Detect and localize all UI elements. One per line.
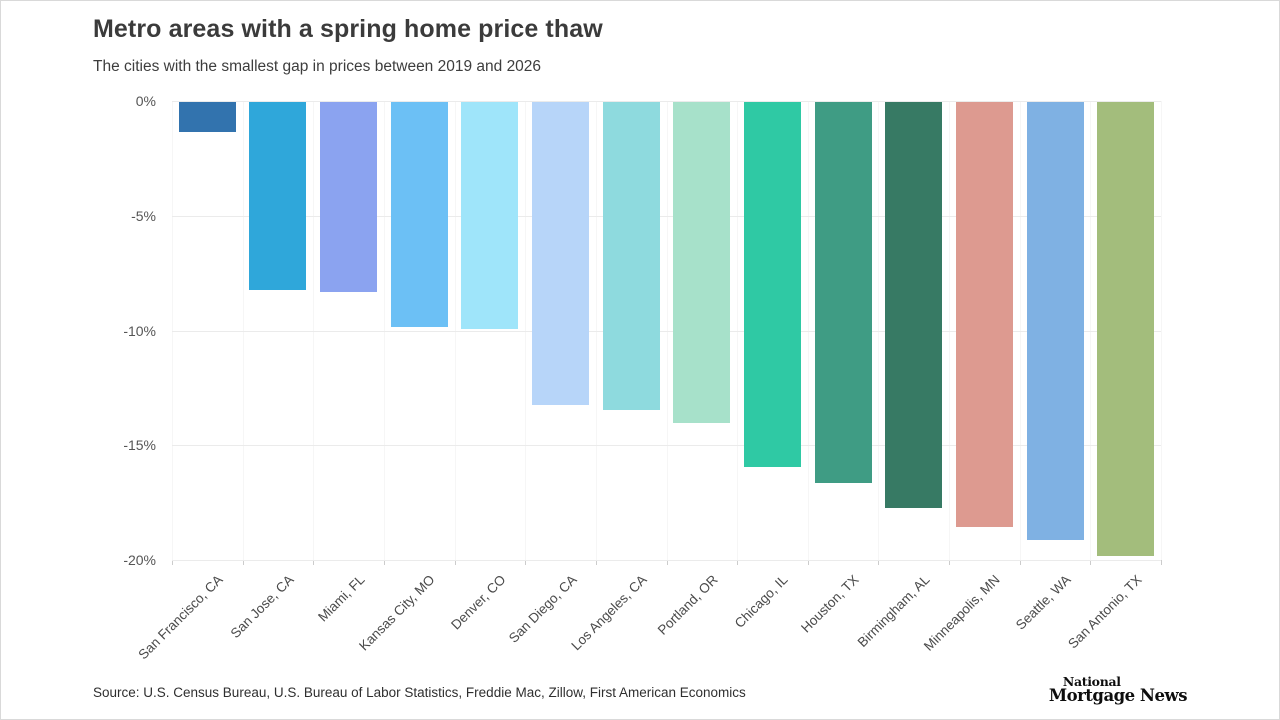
vertical-gridline xyxy=(949,101,950,560)
bar-san-antonio-tx xyxy=(1097,102,1154,556)
x-axis-tick xyxy=(525,560,526,565)
vertical-gridline xyxy=(525,101,526,560)
x-axis-tick xyxy=(1161,560,1162,565)
x-axis-tick xyxy=(1090,560,1091,565)
vertical-gridline xyxy=(455,101,456,560)
bar-seattle-wa xyxy=(1027,102,1084,540)
bar-miami-fl xyxy=(320,102,377,292)
bar-san-diego-ca xyxy=(532,102,589,405)
x-axis-tick xyxy=(808,560,809,565)
bar-san-francisco-ca xyxy=(179,102,236,132)
horizontal-gridline xyxy=(172,101,1161,102)
bar-chicago-il xyxy=(744,102,801,467)
bar-portland-or xyxy=(673,102,730,423)
vertical-gridline xyxy=(1020,101,1021,560)
vertical-gridline xyxy=(384,101,385,560)
brand-logo: National Mortgage News xyxy=(1048,674,1188,705)
x-axis-tick xyxy=(596,560,597,565)
x-axis-tick xyxy=(384,560,385,565)
vertical-gridline xyxy=(172,101,173,560)
vertical-gridline xyxy=(878,101,879,560)
horizontal-gridline xyxy=(172,216,1161,217)
bar-denver-co xyxy=(461,102,518,329)
y-axis-tick-label: 0% xyxy=(135,93,156,109)
x-axis-tick xyxy=(878,560,879,565)
bar-birmingham-al xyxy=(885,102,942,508)
bar-los-angeles-ca xyxy=(603,102,660,410)
y-axis-tick-label: -5% xyxy=(131,208,156,224)
y-axis-tick-label: -20% xyxy=(123,552,156,568)
vertical-gridline xyxy=(808,101,809,560)
vertical-gridline xyxy=(596,101,597,560)
horizontal-gridline xyxy=(172,331,1161,332)
bar-kansas-city-mo xyxy=(391,102,448,327)
y-axis-tick-label: -10% xyxy=(123,323,156,339)
brand-logo-line1: National xyxy=(1062,674,1121,689)
vertical-gridline xyxy=(313,101,314,560)
vertical-gridline xyxy=(1161,101,1162,560)
x-axis-tick xyxy=(313,560,314,565)
brand-logo-line2: Mortgage News xyxy=(1048,685,1188,705)
source-note: Source: U.S. Census Bureau, U.S. Bureau … xyxy=(93,685,746,700)
page-title: Metro areas with a spring home price tha… xyxy=(93,15,603,43)
x-axis-tick xyxy=(455,560,456,565)
x-axis-tick xyxy=(243,560,244,565)
vertical-gridline xyxy=(737,101,738,560)
x-axis-tick xyxy=(667,560,668,565)
bar-san-jose-ca xyxy=(249,102,306,290)
x-axis-tick xyxy=(949,560,950,565)
x-axis-tick xyxy=(172,560,173,565)
plot-area: 0% -5% -10% -15% -20% San Francisco, CA San Jo… xyxy=(123,93,1162,662)
y-axis-tick-label: -15% xyxy=(123,437,156,453)
bar-houston-tx xyxy=(815,102,872,483)
horizontal-gridline xyxy=(172,560,1161,561)
vertical-gridline xyxy=(667,101,668,560)
bar-minneapolis-mn xyxy=(956,102,1013,527)
vertical-gridline xyxy=(1090,101,1091,560)
horizontal-gridline xyxy=(172,445,1161,446)
page-subtitle: The cities with the smallest gap in pric… xyxy=(93,58,542,75)
x-axis-tick xyxy=(1020,560,1021,565)
x-axis-tick xyxy=(737,560,738,565)
vertical-gridline xyxy=(243,101,244,560)
